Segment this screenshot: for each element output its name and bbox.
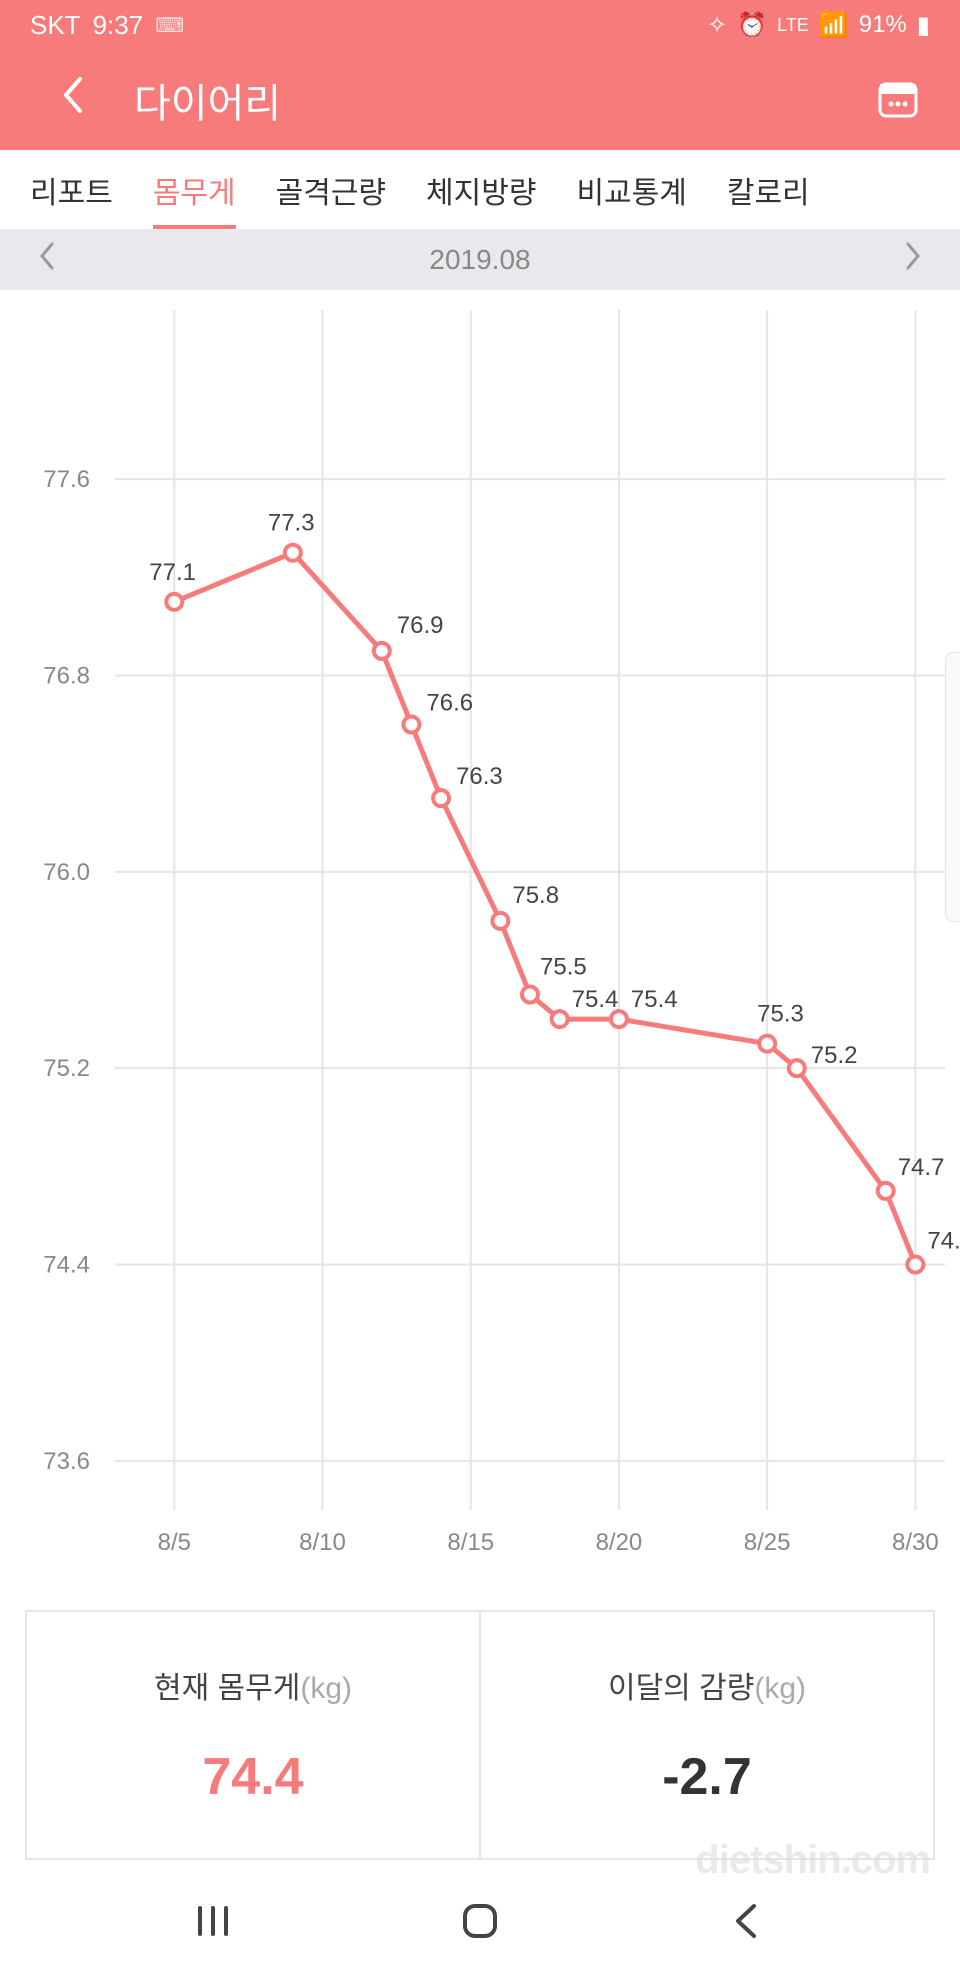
svg-text:76.6: 76.6 [426,690,473,717]
svg-text:75.2: 75.2 [43,1055,90,1082]
month-label: 2019.08 [429,244,530,276]
svg-text:75.2: 75.2 [811,1042,858,1069]
status-time: 9:37 [93,10,144,41]
calendar-button[interactable] [876,76,920,125]
svg-text:8/30: 8/30 [892,1529,939,1556]
next-month-button[interactable] [898,239,930,281]
svg-text:75.4: 75.4 [572,986,619,1013]
prev-month-button[interactable] [30,239,62,281]
current-weight-value: 74.4 [202,1747,303,1807]
svg-text:75.8: 75.8 [512,882,559,909]
summary-row: 현재 몸무게(kg) 74.4 이달의 감량(kg) -2.7 [25,1610,935,1860]
current-weight-unit: (kg) [300,1672,352,1705]
svg-text:8/25: 8/25 [744,1529,791,1556]
battery-label: 91% [859,11,907,39]
monthly-loss-unit: (kg) [754,1672,806,1705]
signal-icon: 📶 [819,11,849,40]
status-left: SKT 9:37 ⌨ [30,10,184,41]
svg-text:8/15: 8/15 [447,1529,494,1556]
monthly-loss-cell: 이달의 감량(kg) -2.7 [481,1612,933,1858]
battery-icon: ▮ [917,11,930,40]
current-weight-label-text: 현재 몸무게 [154,1672,300,1705]
tab-4[interactable]: 비교통계 [556,150,706,230]
svg-text:8/10: 8/10 [299,1529,346,1556]
recent-apps-button[interactable] [190,1898,236,1949]
back-nav-button[interactable] [724,1898,770,1949]
back-button[interactable] [30,75,104,125]
android-nav-bar [0,1873,960,1973]
svg-text:75.3: 75.3 [757,1001,804,1028]
tab-5[interactable]: 칼로리 [707,150,830,230]
svg-text:74.7: 74.7 [898,1154,945,1181]
svg-text:74.4: 74.4 [43,1252,90,1279]
svg-text:77.3: 77.3 [268,510,315,537]
tab-0[interactable]: 리포트 [10,150,133,230]
weight-chart[interactable]: 73.6 74.4 75.2 76.0 76.8 77.6 8/5 8/10 8/15 8/20 8… [0,290,960,1600]
keyboard-icon: ⌨ [155,13,184,38]
monthly-loss-label-text: 이달의 감량 [608,1672,754,1705]
svg-text:77.1: 77.1 [149,559,196,586]
svg-text:75.4: 75.4 [631,986,678,1013]
page-title: 다이어리 [134,71,281,129]
home-button[interactable] [457,1898,503,1949]
status-bar: SKT 9:37 ⌨ ✧ ⏰ LTE 📶 91% ▮ [0,0,960,50]
svg-text:75.5: 75.5 [540,954,587,981]
month-selector: 2019.08 [0,230,960,290]
svg-text:73.6: 73.6 [43,1448,90,1475]
alarm-icon: ⏰ [737,11,767,40]
chart-canvas: 73.6 74.4 75.2 76.0 76.8 77.6 8/5 8/10 8/15 8/20 8… [0,290,960,1600]
network-label: LTE [777,15,809,36]
svg-text:8/20: 8/20 [596,1529,643,1556]
tab-1[interactable]: 몸무게 [133,150,256,230]
svg-text:76.9: 76.9 [397,612,444,639]
current-weight-cell: 현재 몸무게(kg) 74.4 [27,1612,481,1858]
tab-2[interactable]: 골격근량 [256,150,406,230]
monthly-loss-value: -2.7 [662,1747,752,1807]
tab-3[interactable]: 체지방량 [406,150,556,230]
monthly-loss-label: 이달의 감량(kg) [608,1663,806,1707]
vibrate-icon: ✧ [707,11,727,40]
tabs-bar: 리포트몸무게골격근량체지방량비교통계칼로리 [0,150,960,230]
svg-text:74.4: 74.4 [927,1228,960,1255]
carrier-label: SKT [30,10,81,41]
current-weight-label: 현재 몸무게(kg) [154,1663,352,1707]
side-drawer-handle[interactable] [945,652,960,922]
svg-text:8/5: 8/5 [158,1529,191,1556]
status-right: ✧ ⏰ LTE 📶 91% ▮ [707,11,930,40]
app-header: 다이어리 [0,50,960,150]
svg-text:77.6: 77.6 [43,466,90,493]
svg-text:76.3: 76.3 [456,763,503,790]
svg-text:76.0: 76.0 [43,859,90,886]
svg-text:76.8: 76.8 [43,662,90,689]
